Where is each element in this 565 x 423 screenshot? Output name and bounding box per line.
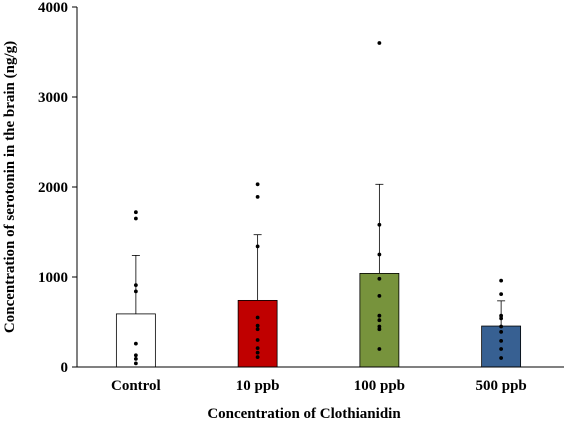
data-point	[255, 195, 260, 199]
x-tick-label: 500 ppb	[475, 378, 526, 394]
data-point	[255, 327, 260, 332]
x-axis-title: Concentration of Clothianidin	[207, 406, 401, 422]
axes	[76, 7, 564, 368]
error-bars-layer	[131, 183, 506, 327]
points-layer	[133, 41, 504, 366]
data-point	[133, 353, 138, 358]
y-tick-label: 3000	[38, 90, 68, 106]
y-tick-label: 0	[61, 360, 69, 376]
data-point	[377, 318, 382, 323]
y-ticks: 0 1000 2000 3000 4000	[38, 0, 77, 376]
data-point	[255, 182, 260, 187]
y-tick-label: 1000	[38, 270, 68, 286]
x-ticks: Control 10 ppb 100 ppb 500 ppb	[111, 378, 527, 394]
y-axis-title: Concentration of serotonin in the brain …	[2, 41, 18, 333]
data-point	[377, 41, 382, 45]
data-point	[377, 222, 382, 227]
data-point	[255, 244, 260, 249]
y-tick-label: 4000	[38, 0, 68, 16]
x-tick-label: Control	[111, 378, 161, 394]
data-point	[499, 313, 504, 318]
data-point	[255, 355, 260, 359]
bars-layer	[115, 272, 522, 368]
x-tick-label: 100 ppb	[354, 378, 405, 394]
data-point	[499, 356, 504, 360]
data-point	[255, 350, 260, 355]
data-point	[255, 338, 260, 342]
data-point	[499, 316, 504, 321]
data-point	[377, 313, 382, 318]
y-tick-label: 2000	[38, 180, 68, 196]
data-point	[499, 292, 504, 296]
data-point	[255, 315, 260, 320]
data-point	[377, 294, 382, 298]
data-point	[133, 361, 138, 366]
data-point	[133, 210, 138, 215]
data-point	[133, 283, 138, 287]
data-point	[377, 252, 382, 257]
data-point	[133, 357, 138, 361]
data-point	[499, 324, 504, 329]
data-point	[499, 330, 504, 334]
data-point	[499, 278, 504, 283]
data-point	[499, 339, 504, 343]
data-point	[255, 323, 260, 328]
data-point	[377, 324, 382, 329]
data-point	[377, 276, 382, 281]
data-point	[377, 327, 382, 332]
data-point	[499, 347, 504, 351]
data-point	[255, 346, 260, 350]
data-point	[377, 347, 382, 351]
bar-500-ppb	[481, 325, 522, 368]
data-point	[133, 216, 138, 221]
data-point	[133, 341, 138, 346]
data-point	[133, 289, 138, 294]
x-tick-label: 10 ppb	[236, 378, 280, 394]
